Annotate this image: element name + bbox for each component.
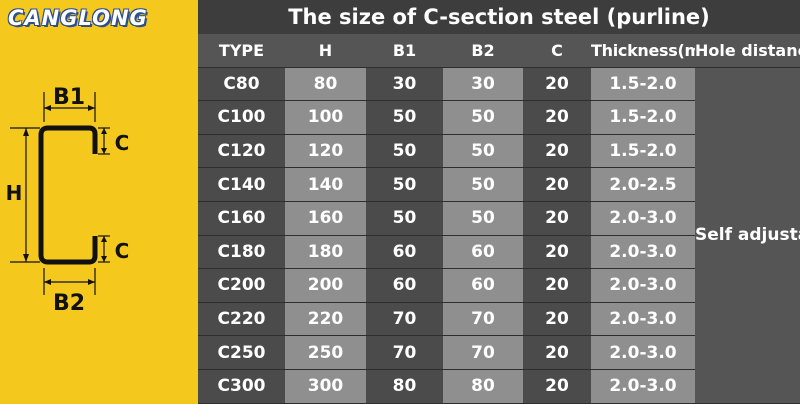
cell-b2: 50 — [443, 167, 523, 202]
table-row: C140 140 50 50 20 2.0-2.5 — [198, 167, 800, 202]
cell-type: C180 — [198, 235, 285, 270]
cell-type: C200 — [198, 268, 285, 303]
cell-h: 80 — [285, 67, 366, 102]
cell-c: 20 — [523, 134, 591, 169]
cell-b1: 60 — [366, 235, 443, 270]
cell-type: C120 — [198, 134, 285, 169]
cell-thickness: 2.0-3.0 — [591, 335, 695, 370]
cell-thickness: 1.5-2.0 — [591, 100, 695, 135]
cell-thickness: 1.5-2.0 — [591, 67, 695, 102]
cell-b1: 50 — [366, 201, 443, 236]
header-h: H — [285, 34, 366, 68]
c-section-diagram: B1 H C C — [6, 85, 130, 316]
cell-h: 100 — [285, 100, 366, 135]
cell-c: 20 — [523, 268, 591, 303]
cell-c: 20 — [523, 369, 591, 404]
cell-c: 20 — [523, 167, 591, 202]
table-title: The size of C-section steel (purline) — [198, 0, 800, 34]
cell-type: C140 — [198, 167, 285, 202]
cell-b1: 60 — [366, 268, 443, 303]
cell-b2: 30 — [443, 67, 523, 102]
cell-type: C80 — [198, 67, 285, 102]
cell-type: C160 — [198, 201, 285, 236]
cell-type: C250 — [198, 335, 285, 370]
cell-b2: 50 — [443, 134, 523, 169]
cell-thickness: 2.0-3.0 — [591, 369, 695, 404]
table-row: C220 220 70 70 20 2.0-3.0 — [198, 302, 800, 337]
cell-b1: 50 — [366, 100, 443, 135]
cell-hole-distance-note: Self adjustable — [695, 67, 800, 404]
header-b1: B1 — [366, 34, 443, 68]
cell-b2: 60 — [443, 235, 523, 270]
label-h: H — [6, 181, 23, 205]
cell-b2: 80 — [443, 369, 523, 404]
table-row: C180 180 60 60 20 2.0-3.0 — [198, 235, 800, 270]
cell-type: C220 — [198, 302, 285, 337]
cell-c: 20 — [523, 67, 591, 102]
cell-h: 200 — [285, 268, 366, 303]
cell-b1: 50 — [366, 167, 443, 202]
header-c: C — [523, 34, 591, 68]
header-thickness: Thickness(mm) — [591, 34, 695, 68]
header-b2: B2 — [443, 34, 523, 68]
label-c-bottom: C — [115, 239, 130, 263]
cell-thickness: 2.0-3.0 — [591, 302, 695, 337]
cell-c: 20 — [523, 302, 591, 337]
cell-h: 140 — [285, 167, 366, 202]
brand-logo: CANGLONG — [8, 6, 148, 30]
cell-thickness: 2.0-3.0 — [591, 235, 695, 270]
table-row: C160 160 50 50 20 2.0-3.0 — [198, 201, 800, 236]
cell-thickness: 2.0-3.0 — [591, 201, 695, 236]
header-type: TYPE — [198, 34, 285, 68]
cell-b1: 50 — [366, 134, 443, 169]
cell-type: C300 — [198, 369, 285, 404]
cell-h: 180 — [285, 235, 366, 270]
cell-type: C100 — [198, 100, 285, 135]
cell-h: 120 — [285, 134, 366, 169]
cell-thickness: 2.0-2.5 — [591, 167, 695, 202]
table-row: C250 250 70 70 20 2.0-3.0 — [198, 335, 800, 370]
table-row: C100 100 50 50 20 1.5-2.0 — [198, 100, 800, 135]
cell-h: 160 — [285, 201, 366, 236]
table-row: C120 120 50 50 20 1.5-2.0 — [198, 134, 800, 169]
cell-thickness: 1.5-2.0 — [591, 134, 695, 169]
cell-b2: 50 — [443, 100, 523, 135]
table-row: C300 300 80 80 20 2.0-3.0 — [198, 369, 800, 404]
label-b1: B1 — [53, 85, 85, 110]
cell-b2: 60 — [443, 268, 523, 303]
spec-table: TYPE H B1 B2 C Thickness(mm) Hole distan… — [198, 34, 800, 404]
cell-h: 300 — [285, 369, 366, 404]
cell-c: 20 — [523, 100, 591, 135]
left-panel: CANGLONG B1 H C — [0, 0, 198, 400]
cell-thickness: 2.0-3.0 — [591, 268, 695, 303]
cell-c: 20 — [523, 201, 591, 236]
cell-b1: 70 — [366, 335, 443, 370]
cell-b1: 70 — [366, 302, 443, 337]
cell-c: 20 — [523, 335, 591, 370]
cell-b2: 50 — [443, 201, 523, 236]
cell-h: 220 — [285, 302, 366, 337]
cell-b2: 70 — [443, 335, 523, 370]
cell-b2: 70 — [443, 302, 523, 337]
cell-b1: 80 — [366, 369, 443, 404]
cell-b1: 30 — [366, 67, 443, 102]
cell-c: 20 — [523, 235, 591, 270]
label-c-top: C — [115, 131, 130, 155]
header-hole-distance: Hole distance — [695, 34, 800, 68]
header-row: TYPE H B1 B2 C Thickness(mm) Hole distan… — [198, 34, 800, 68]
table-panel: The size of C-section steel (purline) TY… — [198, 0, 800, 404]
table-row: C200 200 60 60 20 2.0-3.0 — [198, 268, 800, 303]
cell-h: 250 — [285, 335, 366, 370]
label-b2: B2 — [53, 291, 85, 316]
